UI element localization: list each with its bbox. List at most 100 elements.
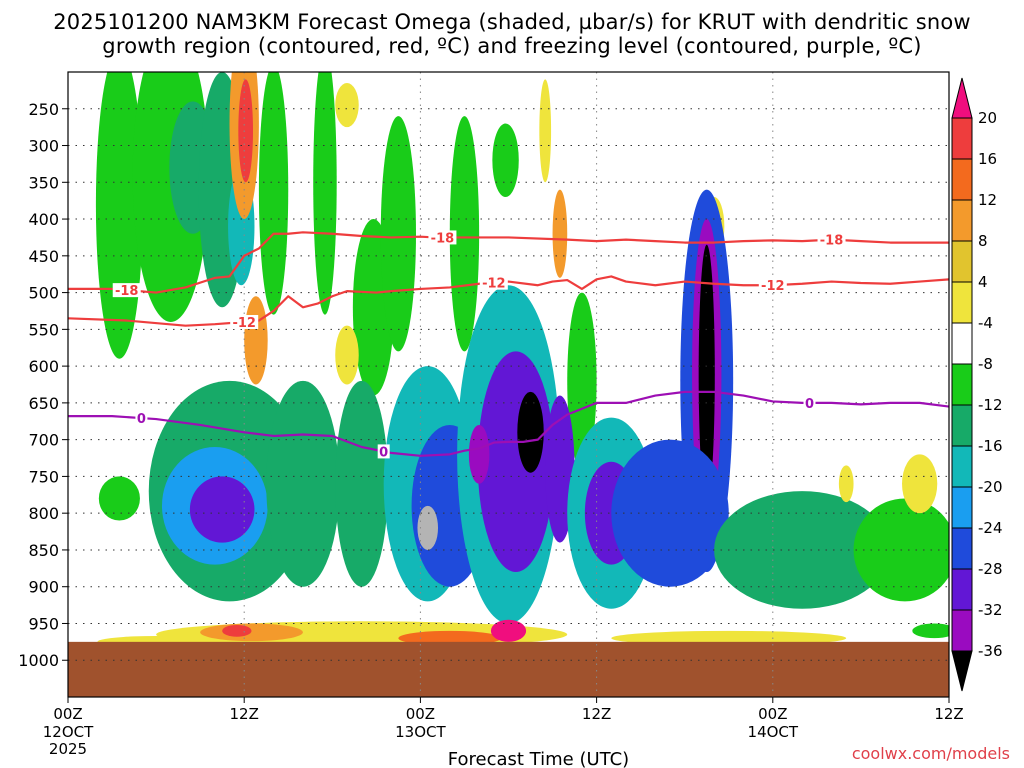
omega-cell (417, 505, 439, 550)
contour-label--18: -18 (431, 231, 455, 246)
y-tick-label: 600 (28, 357, 59, 376)
colorbar-swatch (951, 199, 973, 242)
y-tick-label: 900 (28, 578, 59, 597)
contour-label-bg (377, 444, 390, 459)
contour-label-bg (230, 315, 259, 329)
omega-cell (902, 454, 938, 514)
contour-label--12: -12 (482, 277, 506, 292)
contour-label-0: 0 (379, 445, 388, 460)
axes: 250 300 350 400 450 500 550 600 650 700 750 800 850 9… (18, 71, 964, 768)
y-tick-label: 700 (28, 431, 59, 450)
y-tick-label: 850 (28, 541, 59, 560)
colorbar-swatch (951, 609, 973, 652)
colorbar-swatch (951, 445, 973, 488)
contour-label-bg (135, 411, 148, 426)
contour-label--18: -18 (820, 234, 844, 249)
x-tick-date: 12OCT (43, 723, 94, 741)
x-tick-label: 00Z (758, 705, 787, 723)
x-tick-year: 2025 (49, 740, 87, 758)
colorbar-label: -32 (978, 601, 1003, 619)
omega-cell (258, 72, 289, 315)
contour-label-0: 0 (805, 397, 814, 412)
y-tick-label: 650 (28, 394, 59, 413)
y-tick-label: 550 (28, 320, 59, 339)
omega-cell (398, 630, 502, 646)
credit-link[interactable]: coolwx.com/models (851, 744, 1010, 763)
omega-cell (238, 79, 254, 183)
colorbar-label: -36 (978, 642, 1003, 660)
colorbar-swatch (951, 158, 973, 201)
terrain-fill (68, 641, 949, 697)
colorbar-label: -4 (978, 314, 993, 332)
colorbar: 20 16 12 8 4 -4 -8 -12 -16 -20 -24 -28 -32 -36 (951, 77, 1003, 692)
omega-cell (539, 79, 552, 183)
contour-layer: -18 -18 -18 -12 -12 -12 0 0 0 (68, 230, 949, 460)
omega-cell (477, 351, 555, 572)
contour-label-bg (803, 395, 816, 410)
omega-cell (492, 123, 519, 197)
colorbar-label: -8 (978, 355, 993, 373)
x-tick-label: 12Z (934, 705, 963, 723)
colorbar-label: 4 (978, 273, 988, 291)
y-tick-label: 800 (28, 504, 59, 523)
contour-label-bg (817, 232, 846, 247)
omega-cell (714, 491, 891, 609)
omega-cell (567, 292, 597, 470)
y-tick-label: 300 (28, 137, 59, 156)
omega-cell (490, 619, 527, 642)
x-tick-label: 00Z (53, 705, 82, 723)
omega-cell (912, 623, 949, 639)
x-axis-title: Forecast Time (UTC) (448, 749, 629, 768)
omega-cell (266, 380, 340, 587)
colorbar-label: -12 (978, 396, 1003, 414)
colorbar-label: 20 (978, 109, 997, 127)
colorbar-label: 8 (978, 232, 988, 250)
omega-cell (853, 498, 949, 602)
y-tick-label: 400 (28, 210, 59, 229)
contour-label-bg (428, 230, 457, 245)
contour-label--18: -18 (115, 284, 139, 299)
contour-label-bg (112, 283, 141, 298)
x-tick-label: 00Z (406, 705, 435, 723)
omega-cell (189, 476, 255, 543)
contour-label-0: 0 (137, 412, 146, 427)
omega-cell (335, 380, 389, 587)
colorbar-swatch (951, 404, 973, 447)
contour-label-bg (479, 275, 508, 290)
x-tick-label: 12Z (582, 705, 611, 723)
omega-cell (380, 116, 416, 352)
omega-cell (222, 624, 252, 637)
colorbar-bottom-arrow (951, 650, 973, 692)
colorbar-swatch (951, 363, 973, 406)
y-tick-label: 250 (28, 100, 59, 119)
omega-field (68, 72, 949, 697)
omega-cell (611, 630, 847, 646)
chart-title-line-2: growth region (contoured, red, ºC) and f… (102, 34, 922, 58)
y-tick-label: 750 (28, 467, 59, 486)
omega-cell (244, 296, 268, 385)
colorbar-label: -20 (978, 478, 1003, 496)
omega-cell (313, 72, 337, 315)
omega-cell (449, 116, 480, 352)
omega-cell (335, 83, 359, 128)
omega-cell (545, 395, 575, 543)
omega-cell (200, 623, 303, 642)
colorbar-swatch (951, 281, 973, 324)
omega-cell (611, 439, 729, 587)
colorbar-swatch (951, 117, 973, 160)
omega-cell (698, 244, 715, 503)
chart-title-line-1: 2025101200 NAM3KM Forecast Omega (shaded… (53, 10, 971, 34)
contour-label--12: -12 (232, 316, 256, 331)
y-tick-label: 450 (28, 247, 59, 266)
omega-cell (838, 465, 854, 503)
omega-cell (98, 476, 140, 521)
y-tick-label: 350 (28, 173, 59, 192)
colorbar-label: -28 (978, 560, 1003, 578)
colorbar-top-arrow (951, 77, 973, 119)
contour-label--12: -12 (761, 279, 785, 294)
x-tick-date: 14OCT (748, 723, 799, 741)
colorbar-swatch (951, 527, 973, 570)
omega-cell (468, 424, 490, 484)
